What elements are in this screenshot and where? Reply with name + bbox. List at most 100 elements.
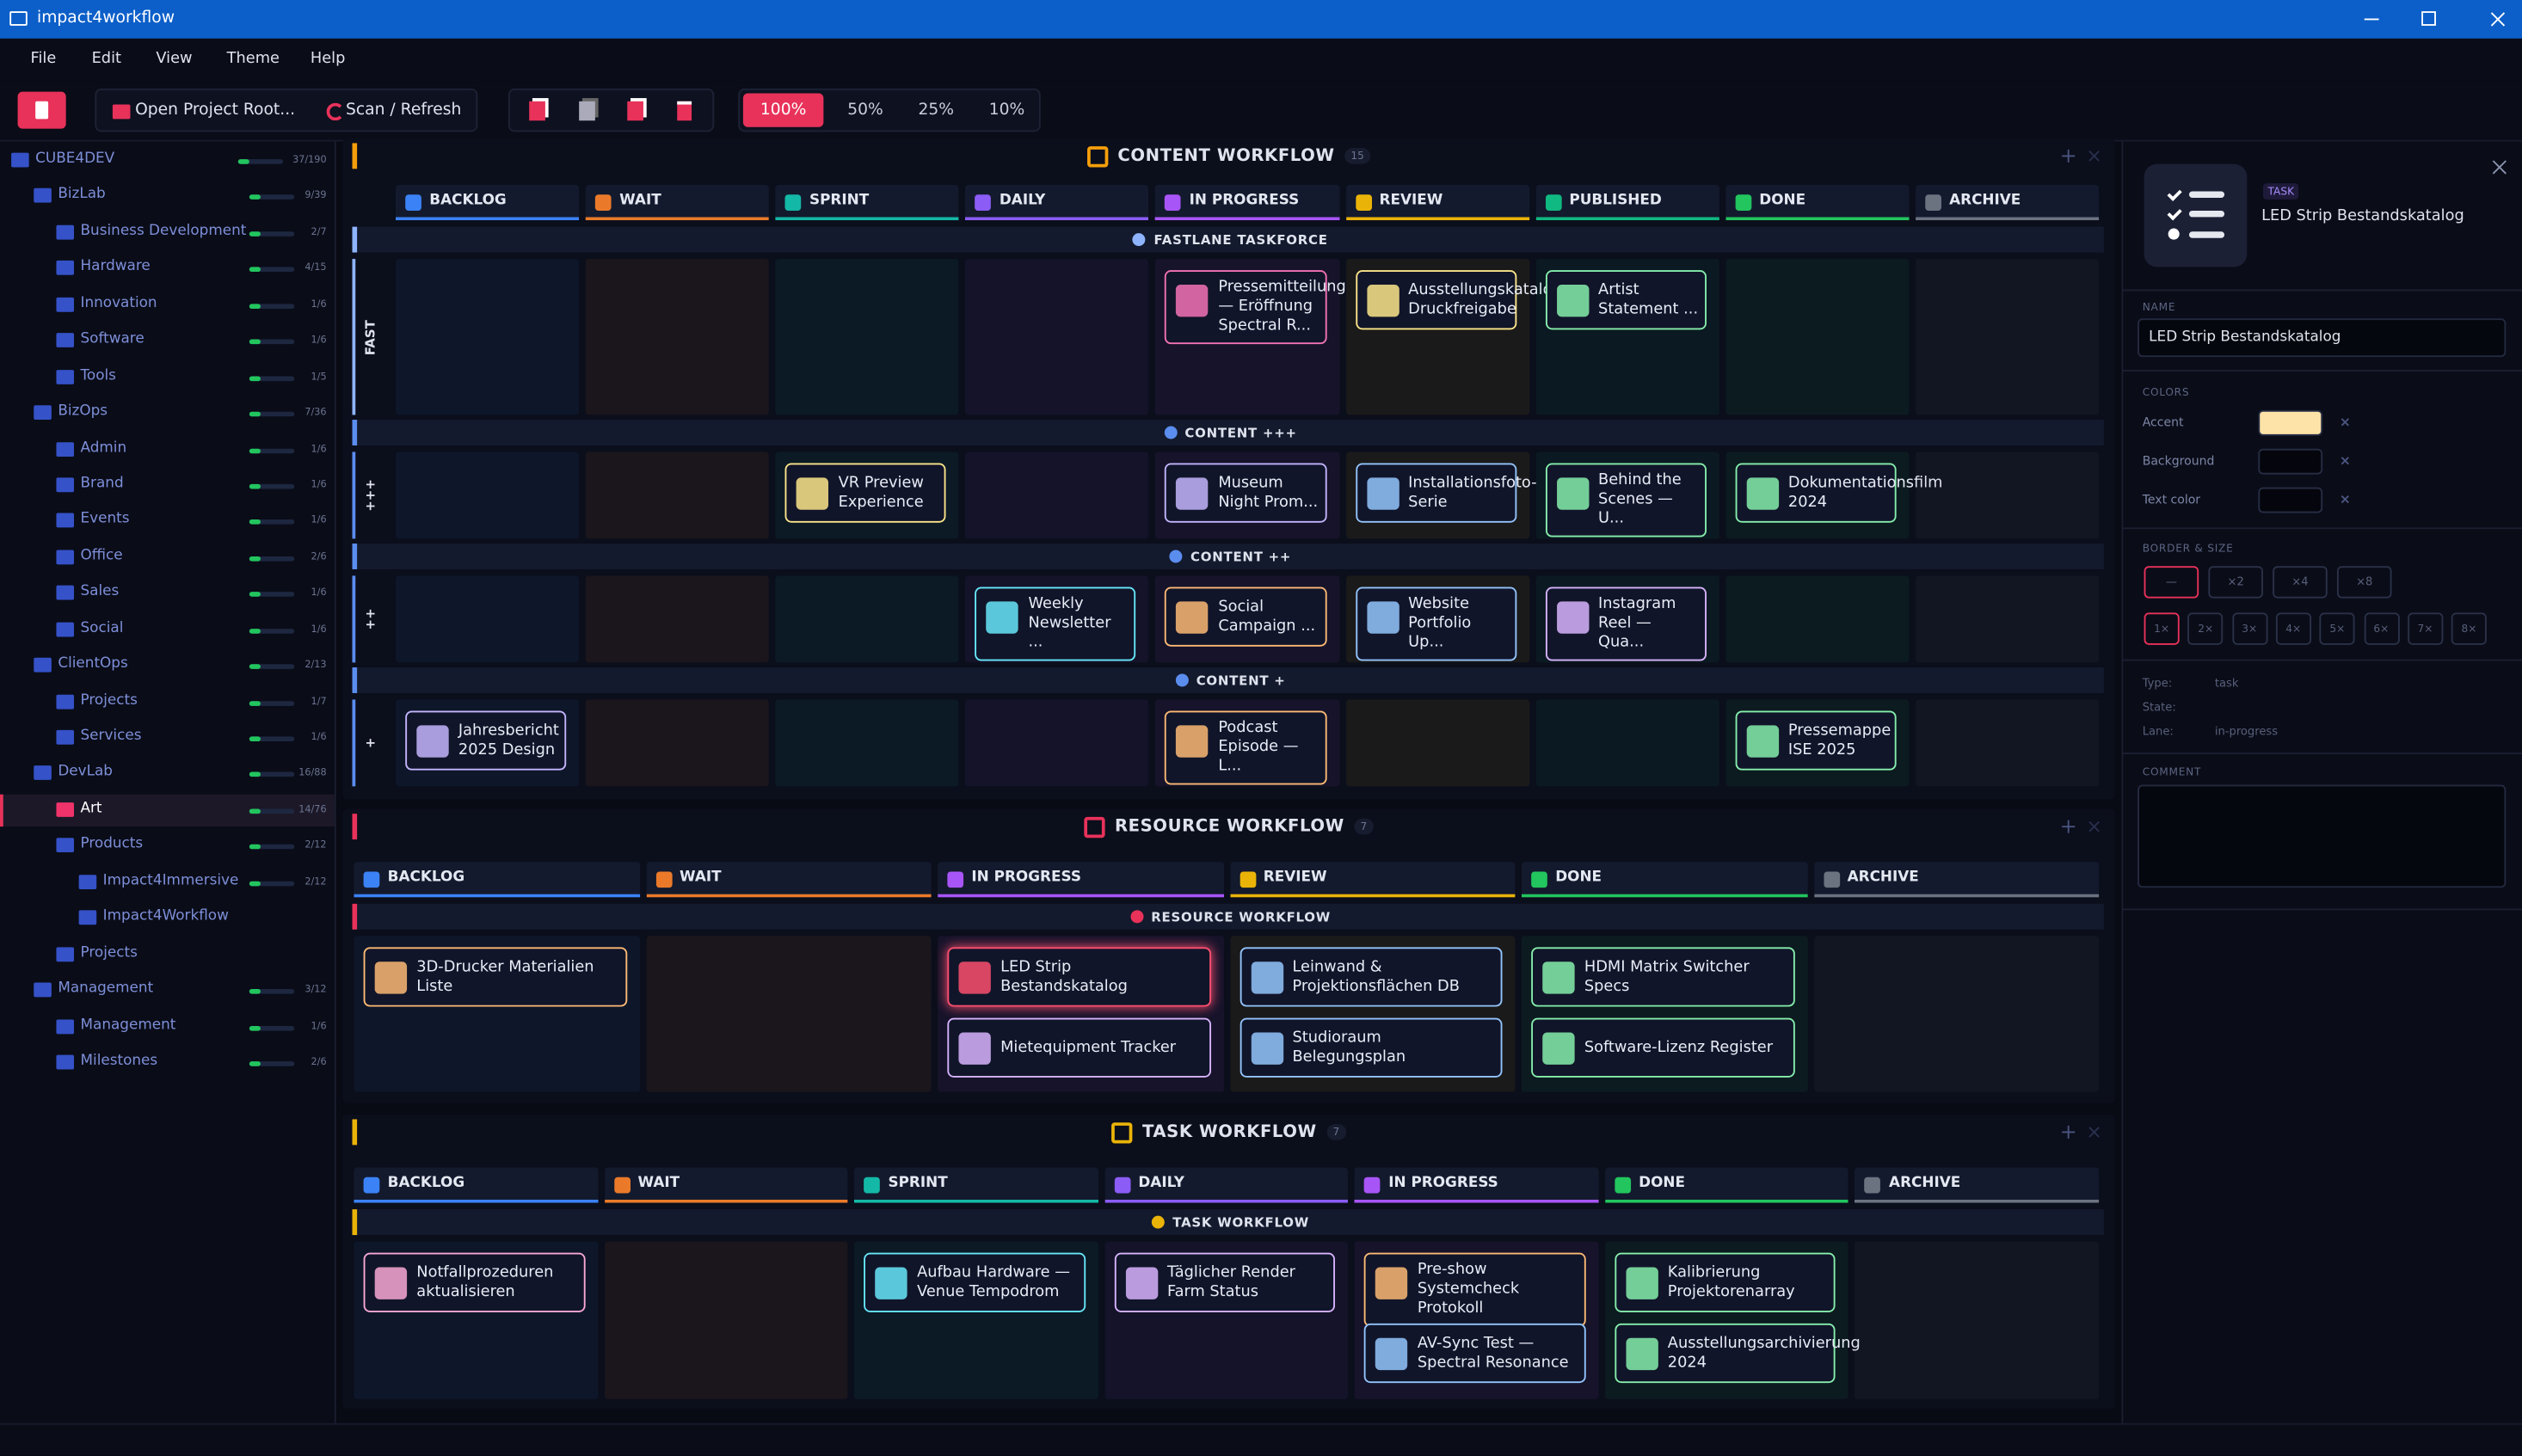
duplicate-button[interactable] <box>627 101 643 121</box>
copy-button[interactable] <box>529 101 545 121</box>
card-title: Podcast Episode — L... <box>1218 718 1299 776</box>
workflow-panel <box>342 808 2115 1103</box>
card-title: Installationsfoto-Serie <box>1408 473 1537 511</box>
size-button[interactable]: 4× <box>2275 612 2311 645</box>
task-card[interactable]: Weekly Newsletter ... <box>975 587 1136 661</box>
scan-refresh-button[interactable]: Scan / Refresh <box>346 101 462 120</box>
column-icon <box>1165 194 1182 211</box>
task-card[interactable]: Podcast Episode — L... <box>1165 710 1326 785</box>
progress-track <box>249 303 295 309</box>
size-button[interactable]: 2× <box>2187 612 2224 645</box>
task-card[interactable]: Museum Night Prom... <box>1165 463 1326 523</box>
zoom-button[interactable]: 100% <box>742 93 824 127</box>
tree-count: 1/6 <box>311 443 327 455</box>
size-button[interactable]: 6× <box>2363 612 2399 645</box>
task-card[interactable]: Dokumentationsfilm 2024 <box>1735 463 1943 523</box>
color-swatch[interactable] <box>2258 487 2323 513</box>
task-card[interactable]: Studioraum Belegungsplan <box>1239 1017 1503 1078</box>
task-card[interactable]: Mietequipment Tracker <box>947 1017 1211 1078</box>
column-name: ARCHIVE <box>1889 1175 1961 1192</box>
tree-count: 1/7 <box>311 695 327 707</box>
folder-icon <box>56 224 75 240</box>
task-card[interactable]: HDMI Matrix Switcher Specs <box>1531 947 1794 1007</box>
workflow-controls[interactable] <box>2060 819 2108 835</box>
task-card[interactable]: Artist Statement ... <box>1545 270 1707 330</box>
task-card[interactable]: Leinwand & Projektionsflächen DB <box>1239 947 1503 1007</box>
task-card[interactable]: Aufbau Hardware — Venue Tempodrom <box>864 1252 1086 1312</box>
progress-fill <box>249 808 261 814</box>
tree-count: 2/6 <box>311 1056 327 1068</box>
separator <box>2123 659 2522 661</box>
task-card[interactable]: Notfallprozeduren aktualisieren <box>363 1252 585 1312</box>
open-project-button[interactable]: Open Project Root... <box>135 101 296 120</box>
color-swatch[interactable] <box>2258 409 2323 436</box>
lane-icon <box>1129 910 1143 924</box>
card-icon <box>1746 725 1779 758</box>
task-card[interactable]: VR Preview Experience <box>784 463 947 523</box>
task-card[interactable]: Instagram Reel — Qua... <box>1545 587 1707 661</box>
border-button[interactable]: ×4 <box>2273 566 2328 599</box>
size-button[interactable]: 3× <box>2231 612 2267 645</box>
size-button[interactable]: 1× <box>2144 612 2180 645</box>
lane-side-bar <box>352 259 356 415</box>
lane-icon <box>1169 550 1183 563</box>
task-card[interactable]: 3D-Drucker Materialien Liste <box>363 947 627 1007</box>
zoom-button[interactable]: 25% <box>918 101 955 120</box>
size-button[interactable]: 7× <box>2407 612 2443 645</box>
progress-track <box>237 159 284 164</box>
task-card[interactable]: Pressemappe ISE 2025 <box>1735 710 1897 771</box>
size-button[interactable]: 8× <box>2451 612 2488 645</box>
menu-item[interactable]: File <box>30 49 57 68</box>
column-icon <box>784 194 802 211</box>
task-icon <box>2144 163 2248 267</box>
color-swatch[interactable] <box>2258 448 2323 475</box>
task-card[interactable]: Ausstellungskatalog Druckfreigabe <box>1355 270 1562 330</box>
name-input[interactable]: LED Strip Bestandskatalog <box>2138 318 2507 358</box>
column-name: DONE <box>1639 1175 1686 1192</box>
paste-button[interactable] <box>579 101 595 121</box>
lane-cell <box>1535 699 1719 787</box>
task-card[interactable]: Software-Lizenz Register <box>1531 1017 1794 1078</box>
task-card[interactable]: Behind the Scenes — U... <box>1545 463 1707 538</box>
tree-label: Services <box>80 728 142 745</box>
task-card[interactable]: Social Campaign ... <box>1165 587 1326 647</box>
column-name: ARCHIVE <box>1847 869 1919 887</box>
task-card[interactable]: Website Portfolio Up... <box>1355 587 1516 661</box>
column-name: ARCHIVE <box>1949 193 2021 210</box>
card-icon <box>374 961 408 994</box>
lane-icon <box>1164 426 1178 439</box>
delete-button[interactable] <box>677 101 692 121</box>
workflow-controls[interactable] <box>2060 1124 2108 1140</box>
task-card[interactable]: AV-Sync Test — Spectral Resonance <box>1364 1323 1586 1384</box>
task-card[interactable]: LED Strip Bestandskatalog <box>947 947 1211 1007</box>
window-controls[interactable] <box>2348 0 2522 39</box>
column-header: SPRINT <box>854 1167 1098 1203</box>
menu-item[interactable]: View <box>156 49 193 68</box>
tree-row[interactable] <box>0 938 335 970</box>
zoom-button[interactable]: 50% <box>847 101 883 120</box>
task-card[interactable]: Kalibrierung Projektorenarray <box>1615 1252 1836 1312</box>
border-button[interactable]: ×2 <box>2208 566 2263 599</box>
lane-label: +++ <box>363 479 378 512</box>
column-header: IN PROGRESS <box>1354 1167 1599 1203</box>
card-title: Ausstellungsarchivierung 2024 <box>1667 1334 1861 1372</box>
menu-item[interactable]: Theme <box>226 49 280 68</box>
lane-icon <box>1175 673 1189 687</box>
menu-item[interactable]: Edit <box>91 49 122 68</box>
comment-input[interactable] <box>2138 784 2507 888</box>
task-card[interactable]: Pressemitteilung — Eröffnung Spectral R.… <box>1165 270 1346 345</box>
task-card[interactable]: Ausstellungsarchivierung 2024 <box>1615 1323 1861 1384</box>
task-card[interactable]: Täglicher Render Farm Status <box>1114 1252 1336 1312</box>
zoom-button[interactable]: 10% <box>988 101 1025 120</box>
size-button[interactable]: 5× <box>2319 612 2355 645</box>
record-button[interactable] <box>17 91 66 129</box>
workflow-controls[interactable] <box>2060 148 2108 164</box>
column-header: WAIT <box>585 185 770 221</box>
task-card[interactable]: Pre-show Systemcheck Protokoll <box>1364 1252 1586 1327</box>
task-card[interactable]: Jahresbericht 2025 Design <box>405 710 567 771</box>
close-inspector[interactable] <box>2491 159 2507 175</box>
menu-item[interactable]: Help <box>310 49 346 68</box>
border-button[interactable]: — <box>2144 566 2199 599</box>
border-button[interactable]: ×8 <box>2336 566 2392 599</box>
task-card[interactable]: Installationsfoto-Serie <box>1355 463 1537 523</box>
